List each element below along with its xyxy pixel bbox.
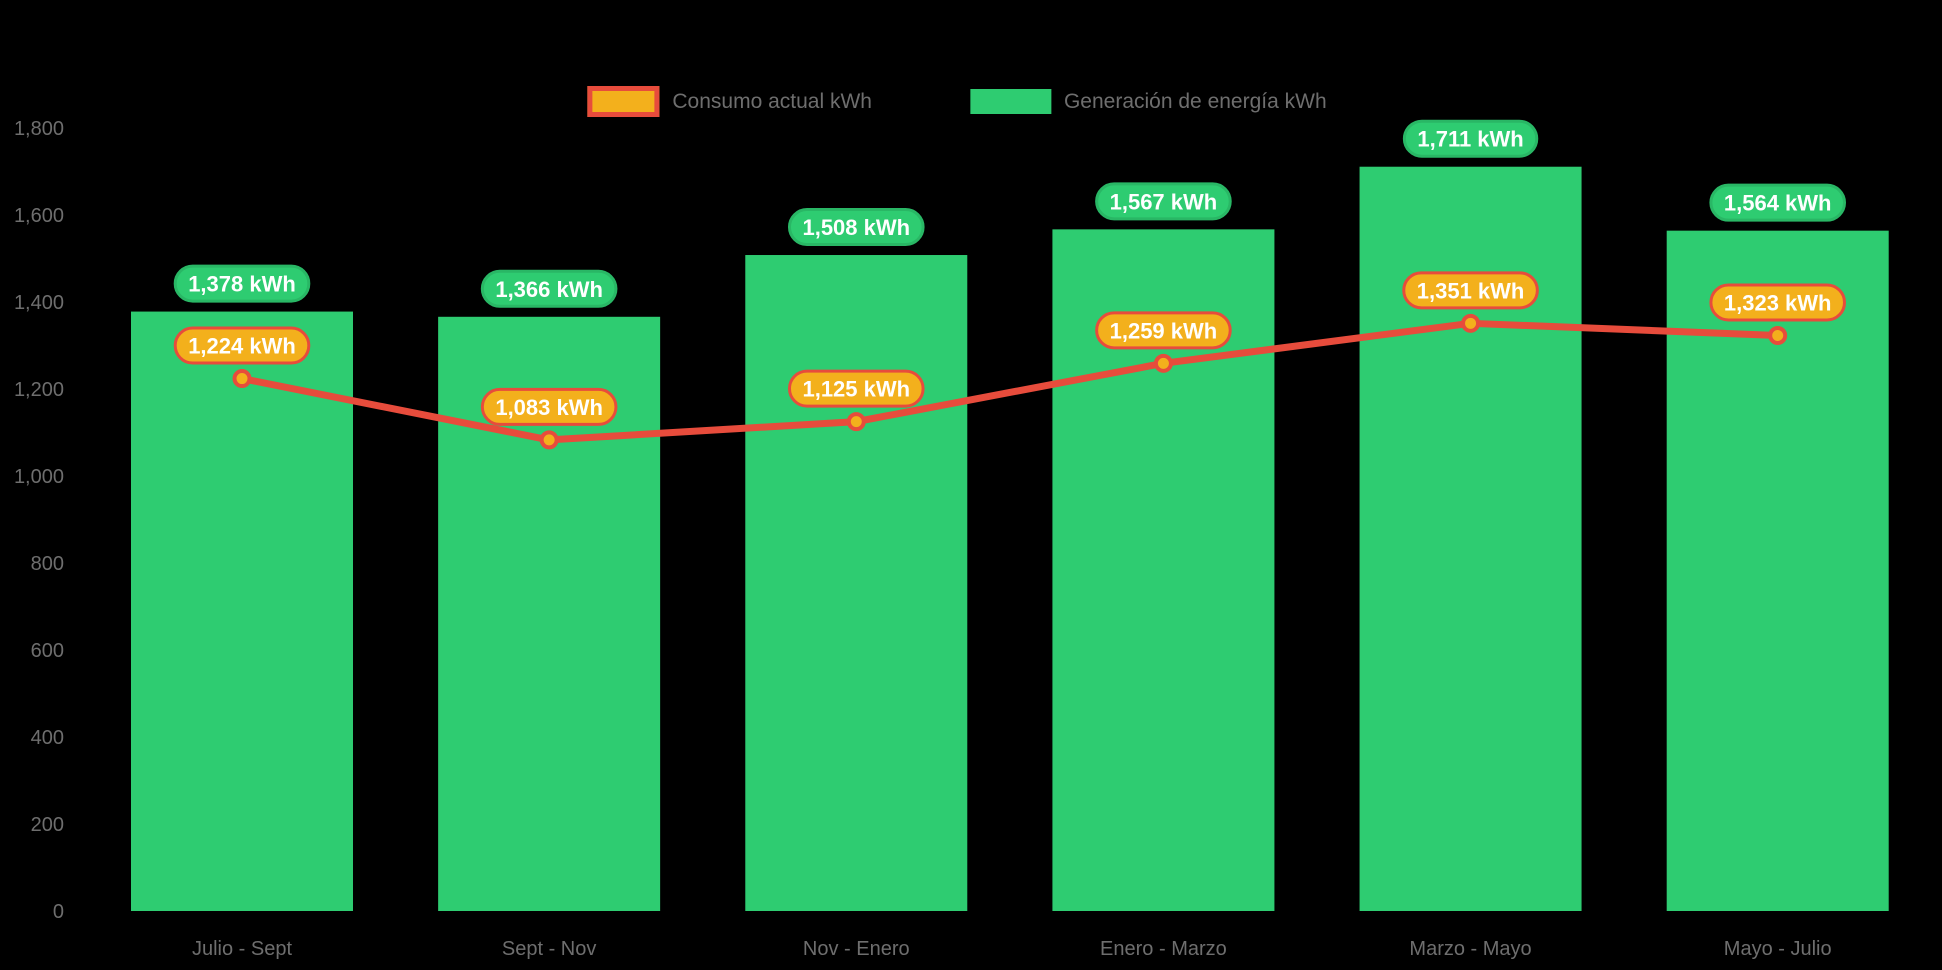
consumo-point[interactable]: [1153, 353, 1173, 373]
consumo-value-label-text: 1,224 kWh: [188, 334, 296, 359]
consumo-value-label-text: 1,259 kWh: [1110, 318, 1218, 343]
bar-value-label: [1402, 119, 1539, 158]
consumo-value-label: [173, 326, 311, 365]
y-axis-tick-label: 1,200: [14, 379, 64, 401]
bar-value-label: [787, 208, 925, 247]
bar-value-label-text: 1,378 kWh: [188, 272, 296, 297]
consumo-legend-label: Consumo actual kWh: [672, 89, 872, 113]
bar-value-label: [1709, 183, 1847, 222]
y-axis-tick-label: 0: [53, 901, 64, 923]
x-axis-tick-label: Marzo - Mayo: [1409, 938, 1531, 960]
y-axis-tick-label: 200: [31, 814, 64, 836]
y-axis-tick-label: 1,000: [14, 466, 64, 488]
legend: Consumo actual kWh Generación de energía…: [587, 86, 1327, 117]
generacion-legend-swatch: [969, 89, 1051, 114]
legend-item-consumo[interactable]: Consumo actual kWh: [587, 86, 872, 117]
y-axis-tick-label: 800: [31, 553, 64, 575]
generacion-legend-label: Generación de energía kWh: [1063, 89, 1327, 113]
consumo-point[interactable]: [1768, 325, 1788, 345]
x-axis-tick-label: Sept - Nov: [502, 938, 596, 960]
consumo-value-label-text: 1,083 kWh: [495, 395, 603, 420]
x-axis-tick-label: Nov - Enero: [803, 938, 910, 960]
bar-value-label-text: 1,366 kWh: [495, 277, 603, 302]
consumo-value-label-text: 1,351 kWh: [1417, 278, 1525, 303]
consumo-value-label: [787, 369, 925, 408]
bar-value-label-text: 1,564 kWh: [1724, 191, 1832, 216]
bar-value-label: [173, 264, 311, 303]
x-axis-tick-label: Julio - Sept: [192, 938, 292, 960]
bar-value-label-text: 1,711 kWh: [1417, 127, 1523, 152]
consumo-point[interactable]: [1461, 313, 1481, 333]
consumo-value-label: [1402, 271, 1539, 310]
y-axis-tick-label: 600: [31, 640, 64, 662]
y-axis-tick-label: 1,800: [14, 118, 64, 140]
consumo-point[interactable]: [539, 430, 559, 450]
consumo-line[interactable]: [238, 319, 1782, 444]
y-axis-tick-label: 1,400: [14, 292, 64, 314]
y-axis-tick-label: 1,600: [14, 205, 64, 227]
bar-value-label-text: 1,567 kWh: [1110, 189, 1218, 214]
x-axis-tick-label: Mayo - Julio: [1724, 938, 1832, 960]
consumo-value-label-text: 1,125 kWh: [802, 377, 910, 402]
consumo-value-label: [1095, 311, 1232, 350]
bar-value-label-text: 1,508 kWh: [802, 215, 910, 240]
legend-item-generacion[interactable]: Generación de energía kWh: [969, 89, 1327, 114]
bar-generacion-energia[interactable]: [131, 311, 353, 911]
consumo-value-label-text: 1,323 kWh: [1724, 290, 1832, 315]
consumo-legend-swatch: [587, 86, 660, 117]
consumo-value-label: [480, 387, 618, 426]
bar-value-label: [480, 269, 618, 308]
x-axis-tick-label: Enero - Marzo: [1100, 938, 1227, 960]
consumo-point[interactable]: [846, 412, 866, 432]
bar-generacion-energia[interactable]: [745, 255, 968, 911]
consumo-point[interactable]: [232, 369, 252, 389]
bar-value-label: [1095, 182, 1232, 221]
y-axis-tick-label: 400: [31, 727, 64, 749]
consumo-value-label: [1709, 283, 1847, 322]
